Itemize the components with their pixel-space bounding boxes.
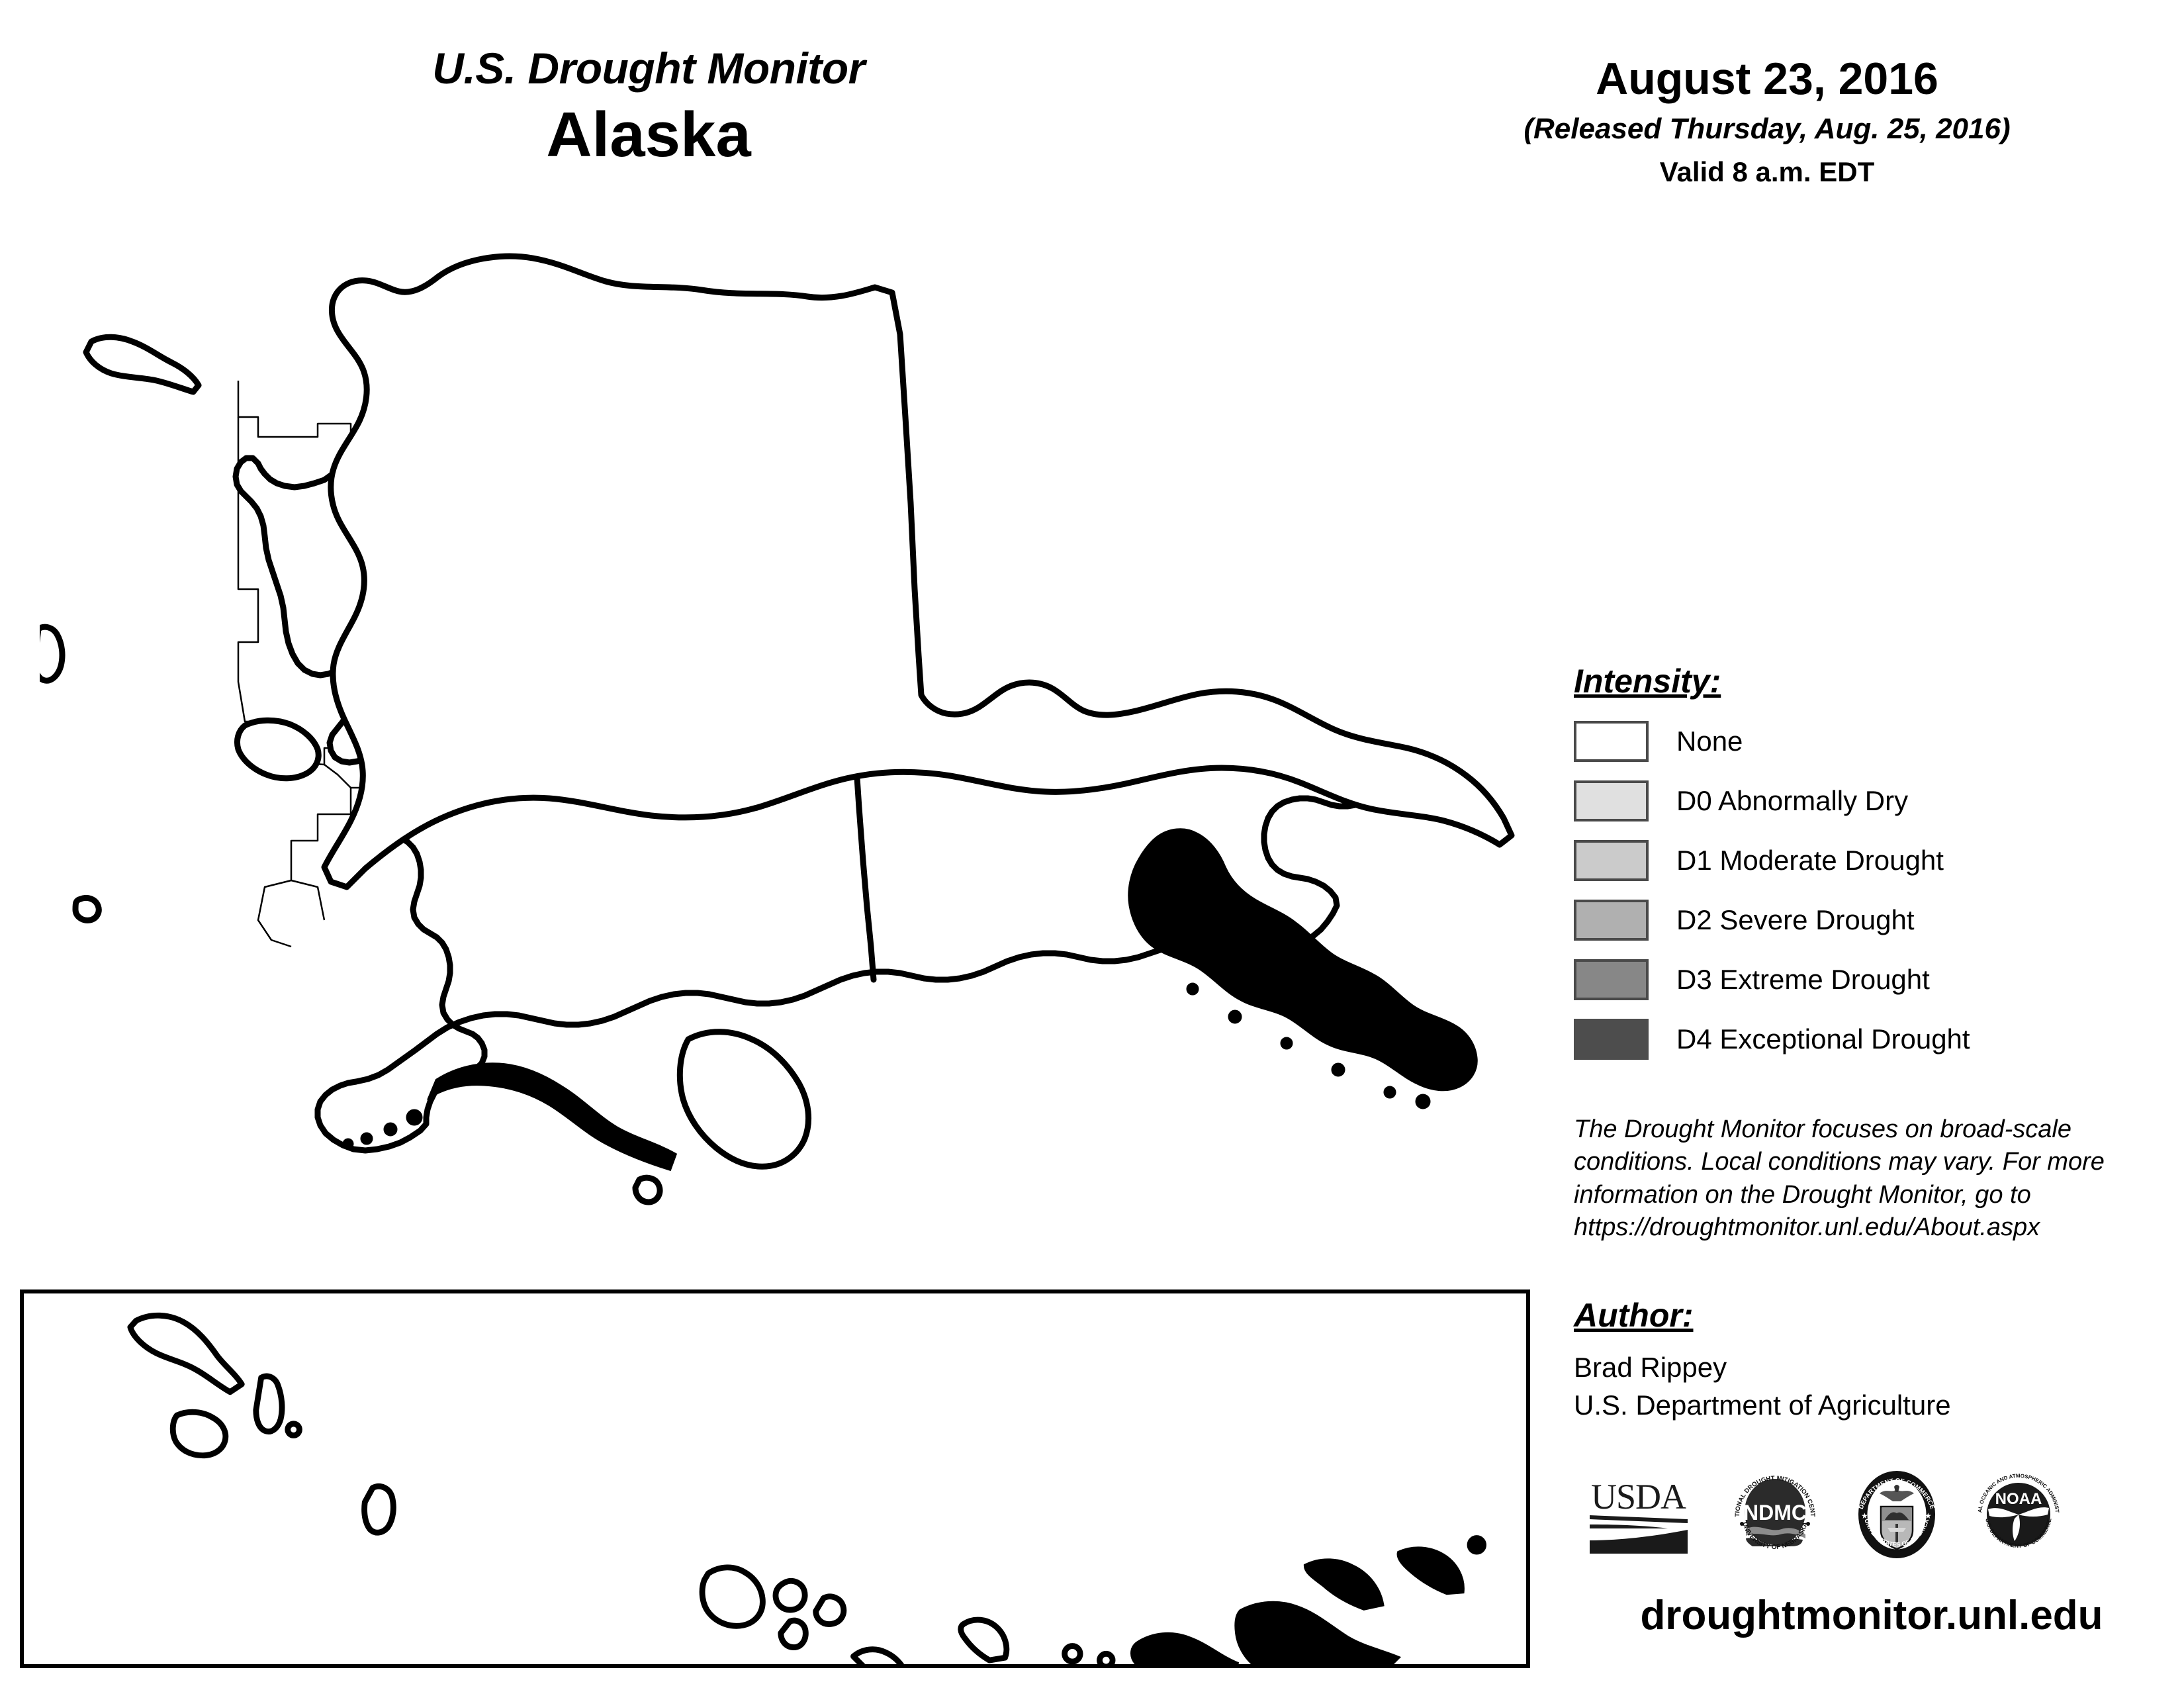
release-date: (Released Thursday, Aug. 25, 2016) (1524, 113, 2011, 145)
legend-label-d2: D2 Severe Drought (1676, 904, 1915, 935)
alaska-main-map[interactable] (40, 218, 1535, 1278)
legend-swatch-d2 (1574, 899, 1649, 941)
inset-layer-fox-islands (1130, 1535, 1486, 1664)
svg-text:NOAA: NOAA (1995, 1490, 2042, 1508)
disclaimer-line-3: information on the Drought Monitor, go t… (1574, 1180, 2031, 1209)
legend-row-d2[interactable]: D2 Severe Drought (1574, 898, 2156, 942)
svg-text:★: ★ (1925, 1511, 1932, 1521)
legend-row-none[interactable]: None (1574, 719, 2156, 763)
author-name: Brad Rippey (1574, 1352, 1727, 1383)
valid-date: August 23, 2016 (1596, 54, 1938, 104)
map-layer-aleutian-tail (342, 1062, 678, 1172)
legend-swatch-none (1574, 720, 1649, 762)
usda-logo: USDA (1588, 1472, 1700, 1561)
disclaimer-line-1: The Drought Monitor focuses on broad-sca… (1574, 1115, 2071, 1143)
noaa-logo: NOAA NATIONAL OCEANIC AND ATMOSPHERIC AD… (1970, 1464, 2065, 1564)
disclaimer-link[interactable]: https://droughtmonitor.unl.edu/About.asp… (1574, 1213, 2040, 1242)
svg-text:★: ★ (1861, 1511, 1868, 1521)
page-title-state: Alaska (546, 99, 751, 170)
author-block: Author: Brad Rippey U.S. Department of A… (1574, 1296, 2169, 1424)
legend-title: Intensity: (1574, 663, 1721, 700)
map-layer-panhandle (1128, 828, 1478, 1109)
valid-time: Valid 8 a.m. EDT (1659, 156, 1875, 187)
legend-label-d1: D1 Moderate Drought (1676, 844, 1944, 876)
legend-row-d4[interactable]: D4 Exceptional Drought (1574, 1017, 2156, 1061)
legend-row-d3[interactable]: D3 Extreme Drought (1574, 957, 2156, 1002)
agency-logo-row: USDA NDMC NATIONAL DROUGHT MITIGATION CE… (1588, 1450, 2118, 1582)
disclaimer-line-2: conditions. Local conditions may vary. F… (1574, 1148, 2105, 1176)
disclaimer-text: The Drought Monitor focuses on broad-sca… (1574, 1113, 2183, 1244)
legend-label-d3: D3 Extreme Drought (1676, 963, 1930, 995)
map-layer-coast-detail (321, 253, 1515, 890)
map-layer-islands (40, 334, 812, 1205)
legend-swatch-d4 (1574, 1018, 1649, 1060)
page-title-drought-monitor: U.S. Drought Monitor (432, 44, 865, 93)
legend-row-d0[interactable]: D0 Abnormally Dry (1574, 778, 2156, 823)
site-url[interactable]: droughtmonitor.unl.edu (1640, 1593, 2103, 1638)
author-heading: Author: (1574, 1297, 1694, 1334)
legend-swatch-d0 (1574, 780, 1649, 821)
date-block: August 23, 2016 (Released Thursday, Aug.… (1476, 56, 2058, 186)
ndmc-logo: NDMC NATIONAL DROUGHT MITIGATION CENTER … (1727, 1463, 1821, 1564)
inset-layer-islands (127, 1312, 1116, 1664)
title-block: U.S. Drought Monitor Alaska (285, 46, 1013, 169)
legend-label-d0: D0 Abnormally Dry (1676, 784, 1909, 816)
legend-swatch-d3 (1574, 959, 1649, 1000)
legend-label-none: None (1676, 725, 1743, 757)
legend-label-d4: D4 Exceptional Drought (1676, 1023, 1970, 1055)
legend-row-d1[interactable]: D1 Moderate Drought (1574, 838, 2156, 882)
svg-text:NDMC: NDMC (1743, 1501, 1807, 1524)
doc-seal-logo: DEPARTMENT OF COMMERCE UNITED STATES OF … (1850, 1467, 1943, 1566)
legend-swatch-d1 (1574, 839, 1649, 881)
aleutian-inset-map[interactable] (20, 1289, 1530, 1668)
svg-text:USDA: USDA (1591, 1477, 1686, 1517)
intensity-legend: Intensity: None D0 Abnormally Dry D1 Mod… (1574, 662, 2156, 1076)
author-affiliation: U.S. Department of Agriculture (1574, 1389, 1951, 1421)
